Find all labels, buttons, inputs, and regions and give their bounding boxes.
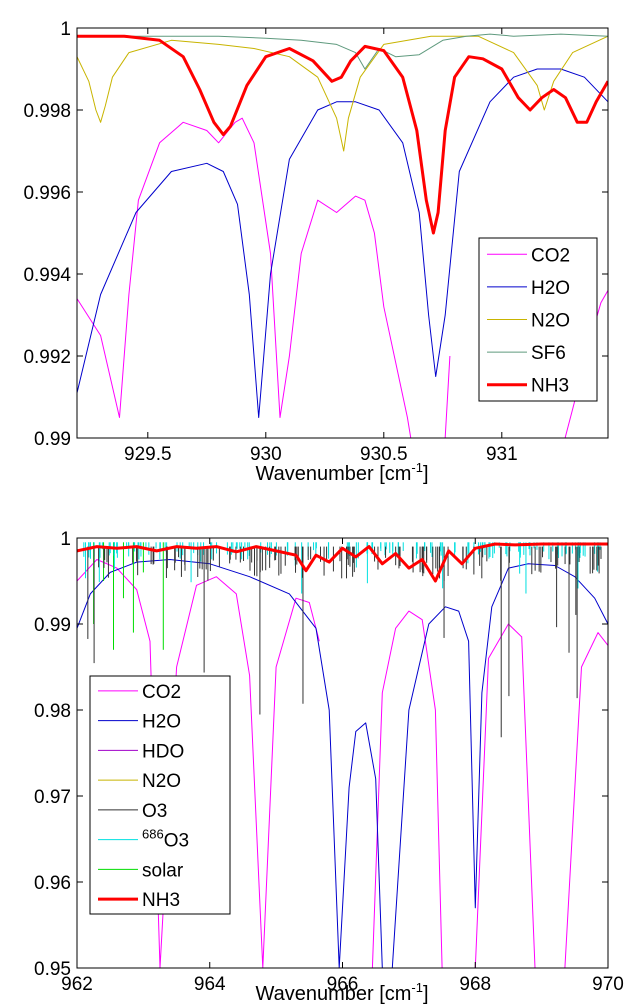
y-tick-label: 0.998 [23,101,71,122]
y-tick-label: 0.994 [23,265,71,286]
y-tick-label: 0.98 [34,701,71,722]
x-tick-label: 964 [194,974,226,995]
series-line-co2 [371,610,443,968]
legend-label: H2O [531,278,570,299]
ticks-bottom: 962 964 966 968 970 0.95 0.96 0.97 0.98 0.99 1 [34,529,624,995]
legend-label-main: O3 [164,831,189,852]
y-tick-label: 1 [60,529,71,550]
legend-top: CO2 H2O N2O SF6 NH3 [478,237,598,402]
y-tick-label: 0.992 [23,347,71,368]
x-tick-label: 970 [592,974,624,995]
x-tick-label: 930 [250,444,282,465]
legend-label: HDO [142,741,184,762]
chart-top: 929.5 930 930.5 931 0.99 0.992 0.994 0.996 0.998… [23,19,609,485]
x-tick-label: 931 [486,444,518,465]
series-line-nh3 [77,542,608,583]
legend-label: H2O [142,712,181,733]
legend-label: O3 [142,801,167,822]
legend-label: NH3 [142,890,180,911]
chart-bottom: 962 964 966 968 970 0.95 0.96 0.97 0.98 0.99 1 Wav… [34,529,624,1005]
series-line-h2o [77,559,389,968]
series-line-co2 [474,623,608,968]
series-line-h2o [391,563,608,968]
y-tick-label: 0.95 [34,959,71,980]
x-tick-label: 968 [459,974,491,995]
series-group-top [77,33,608,438]
x-tick-label: 930.5 [360,444,408,465]
series-line-h2o [77,68,608,418]
x-tick-label: 962 [61,974,93,995]
x-tick-label: 966 [327,974,359,995]
legend-label: CO2 [142,682,181,703]
y-tick-label: 0.97 [34,787,71,808]
legend-label: N2O [142,771,181,792]
legend-label: NH3 [531,376,569,397]
legend-label: 686O3 [142,827,189,852]
legend-label: solar [142,860,184,881]
legend-label: N2O [531,311,570,332]
series-line-nh3 [77,34,608,235]
y-tick-label: 0.99 [34,615,71,636]
legend-label: SF6 [531,343,566,364]
series-line-co2 [77,559,320,968]
legend-box [89,675,231,915]
legend-label: CO2 [531,245,570,266]
y-tick-label: 0.96 [34,873,71,894]
axes-frame-top [76,27,609,439]
y-tick-label: 0.996 [23,183,71,204]
series-line-co2 [77,117,451,438]
series-line-n2o [77,35,608,152]
ticks-top: 929.5 930 930.5 931 0.99 0.992 0.994 0.996 0.998… [23,19,608,465]
y-tick-label: 1 [60,19,71,40]
legend-label-sup: 686 [142,827,164,842]
x-tick-label: 929.5 [124,444,172,465]
x-axis-label-top: Wavenumber [cm-1] [255,460,428,485]
series-group-bottom [77,542,608,968]
y-tick-label: 0.99 [34,429,71,450]
x-axis-label-bottom: Wavenumber [cm-1] [255,980,428,1005]
